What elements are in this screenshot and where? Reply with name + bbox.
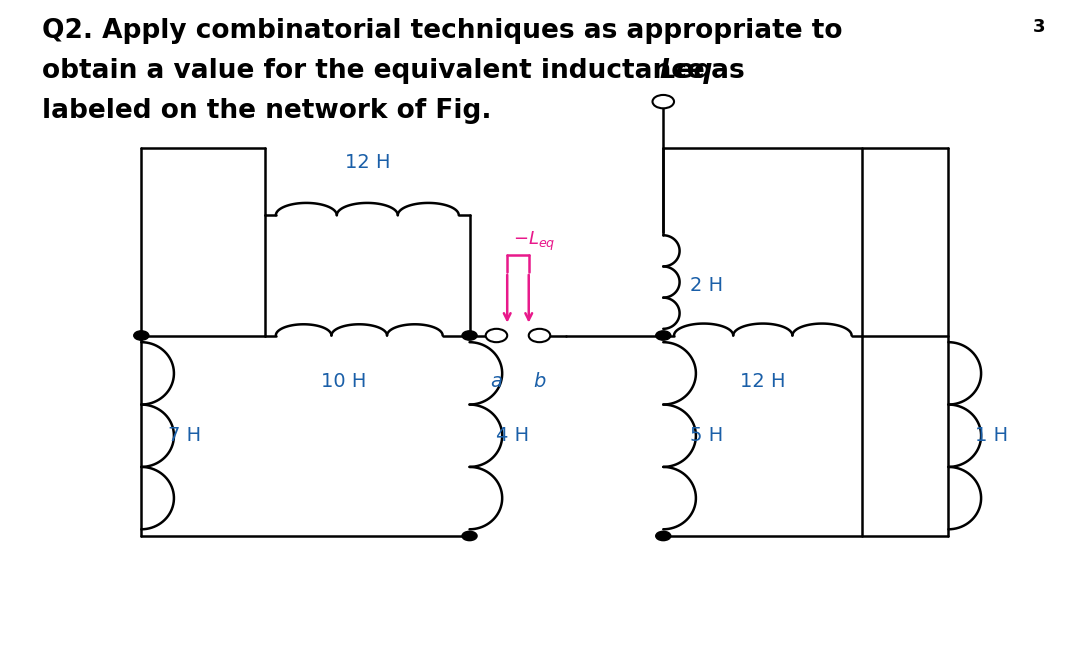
Circle shape (462, 531, 477, 541)
Circle shape (656, 331, 671, 340)
Text: Leq: Leq (659, 58, 712, 84)
Text: 12 H: 12 H (344, 153, 390, 172)
Circle shape (529, 329, 550, 342)
Text: as: as (702, 58, 745, 84)
Text: 10 H: 10 H (322, 372, 367, 391)
Text: 4 H: 4 H (496, 426, 530, 446)
Text: a: a (491, 372, 503, 391)
Text: 12 H: 12 H (740, 372, 786, 391)
Circle shape (653, 95, 674, 108)
Text: b: b (533, 372, 546, 391)
Circle shape (462, 331, 477, 340)
Text: 7 H: 7 H (168, 426, 202, 446)
Text: 2 H: 2 H (691, 276, 723, 295)
Circle shape (656, 531, 671, 541)
Circle shape (134, 331, 149, 340)
Text: 5 H: 5 H (691, 426, 723, 446)
Text: $-L_{eq}$: $-L_{eq}$ (513, 229, 555, 253)
Text: labeled on the network of Fig.: labeled on the network of Fig. (42, 98, 492, 124)
Text: 1 H: 1 H (975, 426, 1009, 446)
Text: Q2. Apply combinatorial techniques as appropriate to: Q2. Apply combinatorial techniques as ap… (42, 18, 843, 44)
Text: 3: 3 (1033, 18, 1046, 36)
Text: obtain a value for the equivalent inductance: obtain a value for the equivalent induct… (42, 58, 714, 84)
Circle shape (486, 329, 507, 342)
